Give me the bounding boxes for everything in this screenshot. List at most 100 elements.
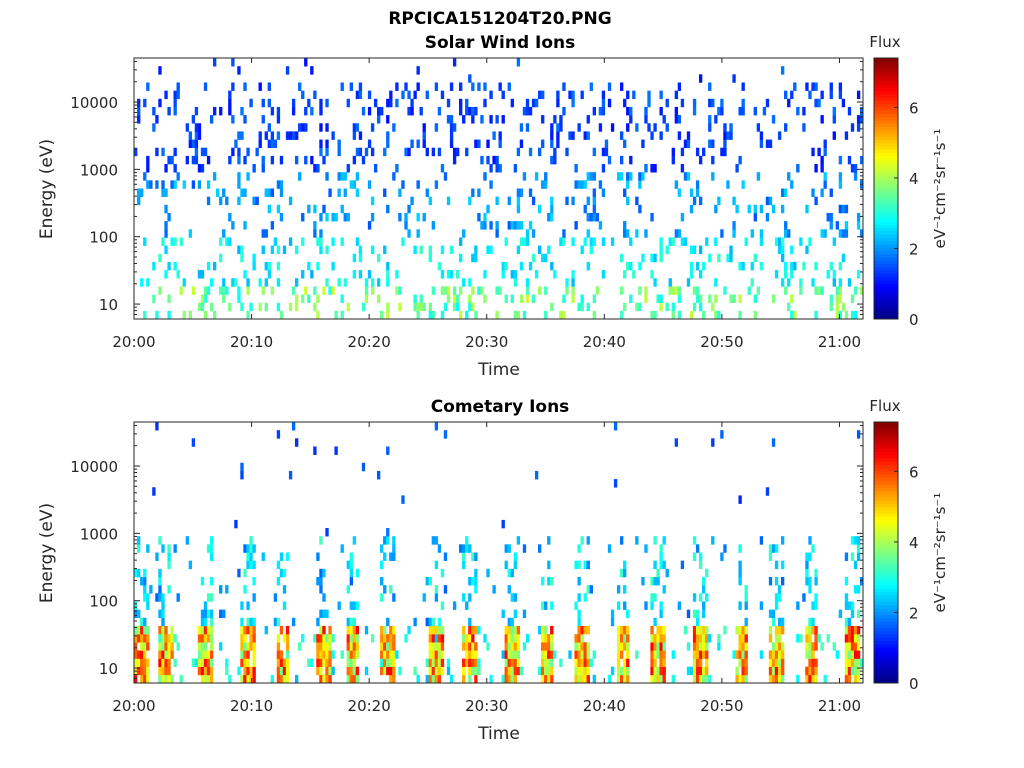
heatmap-cell [413,617,417,627]
heatmap-cell [209,302,214,312]
colorbar-swatch [874,634,898,638]
heatmap-cell [732,196,736,206]
heatmap-cell [319,674,323,684]
heatmap-cell [765,98,770,108]
heatmap-cell [361,155,366,165]
heatmap-cell [653,658,657,667]
colorbar-swatch [874,165,898,170]
heatmap-cell [319,139,323,149]
heatmap-cell [562,310,566,320]
heatmap-cell [462,666,466,676]
heatmap-cell [276,261,281,271]
heatmap-cell [319,212,323,222]
heatmap-cell [559,115,563,124]
heatmap-cell [434,123,439,132]
heatmap-cell [465,106,469,116]
heatmap-cell [200,625,205,635]
colorbar-swatch [874,549,898,553]
heatmap-cell [370,147,375,157]
heatmap-cell [143,674,147,684]
heatmap-cell [340,294,344,303]
heatmap-cell [723,625,727,635]
heatmap-cell [137,625,141,635]
heatmap-cell [744,634,748,643]
heatmap-cell [334,310,338,320]
heatmap-cell [134,634,138,643]
heatmap-cell [222,188,226,197]
heatmap-cell [489,115,493,124]
heatmap-cell [434,593,439,602]
heatmap-cell [720,229,724,238]
heatmap-cell [629,106,633,116]
heatmap-cell [738,674,742,684]
heatmap-cell [206,593,211,602]
heatmap-cell [844,666,849,676]
heatmap-cell [173,147,177,157]
heatmap-cell [331,666,335,676]
heatmap-cell [422,302,426,312]
heatmap-cell [495,310,499,320]
heatmap-cell [471,634,475,643]
heatmap-cell [504,294,508,303]
heatmap-cell [349,634,353,643]
heatmap-cell [665,245,669,255]
heatmap-cell [380,634,384,643]
heatmap-cell [650,634,654,643]
heatmap-cell [647,123,651,132]
heatmap-cell [416,66,420,75]
colorbar-swatch [874,461,898,465]
heatmap-cell [349,568,353,578]
heatmap-cell [279,625,284,635]
heatmap-cell [228,674,232,684]
heatmap-cell [459,98,463,108]
heatmap-cell [580,658,584,667]
colorbar-swatch [874,575,898,580]
heatmap-cell [577,593,581,602]
heatmap-cell [717,253,721,263]
heatmap-cell [173,658,177,667]
heatmap-cell [240,650,244,659]
heatmap-cell [790,90,794,100]
heatmap-cell [483,294,487,303]
heatmap-cell [370,123,375,132]
heatmap-cell [228,155,232,165]
heatmap-cell [814,634,818,643]
heatmap-cell [134,658,138,667]
heatmap-cell [780,666,785,676]
heatmap-cell [592,106,596,116]
heatmap-cell [620,172,624,181]
heatmap-cell [808,576,812,586]
heatmap-cell [337,278,341,287]
heatmap-cell [708,98,712,108]
heatmap-cell [319,576,323,586]
heatmap-cell [386,642,390,651]
heatmap-cell [771,544,776,553]
heatmap-cell [334,446,338,455]
heatmap-cell [644,294,648,303]
colorbar-swatch [874,542,898,547]
heatmap-cell [553,155,557,165]
heatmap-cell [140,650,144,659]
heatmap-cell [401,180,405,189]
heatmap-cell [225,666,229,676]
heatmap-cell [656,576,660,586]
heatmap-cell [392,650,396,659]
heatmap-cell [471,253,475,263]
heatmap-cell [428,310,432,320]
heatmap-cell [623,658,627,667]
heatmap-cell [386,261,390,271]
heatmap-cell [659,560,663,570]
heatmap-cell [805,674,809,684]
heatmap-cell [835,302,839,312]
heatmap-cell [161,625,165,635]
heatmap-cell [814,625,818,635]
heatmap-cell [689,270,694,279]
heatmap-cell [276,674,281,684]
colorbar-swatch [874,653,898,658]
heatmap-cell [777,131,782,140]
heatmap-cell [161,180,165,189]
heatmap-cell [620,131,624,140]
heatmap-cell [768,609,773,619]
heatmap-cell [659,131,663,140]
heatmap-cell [574,221,578,230]
